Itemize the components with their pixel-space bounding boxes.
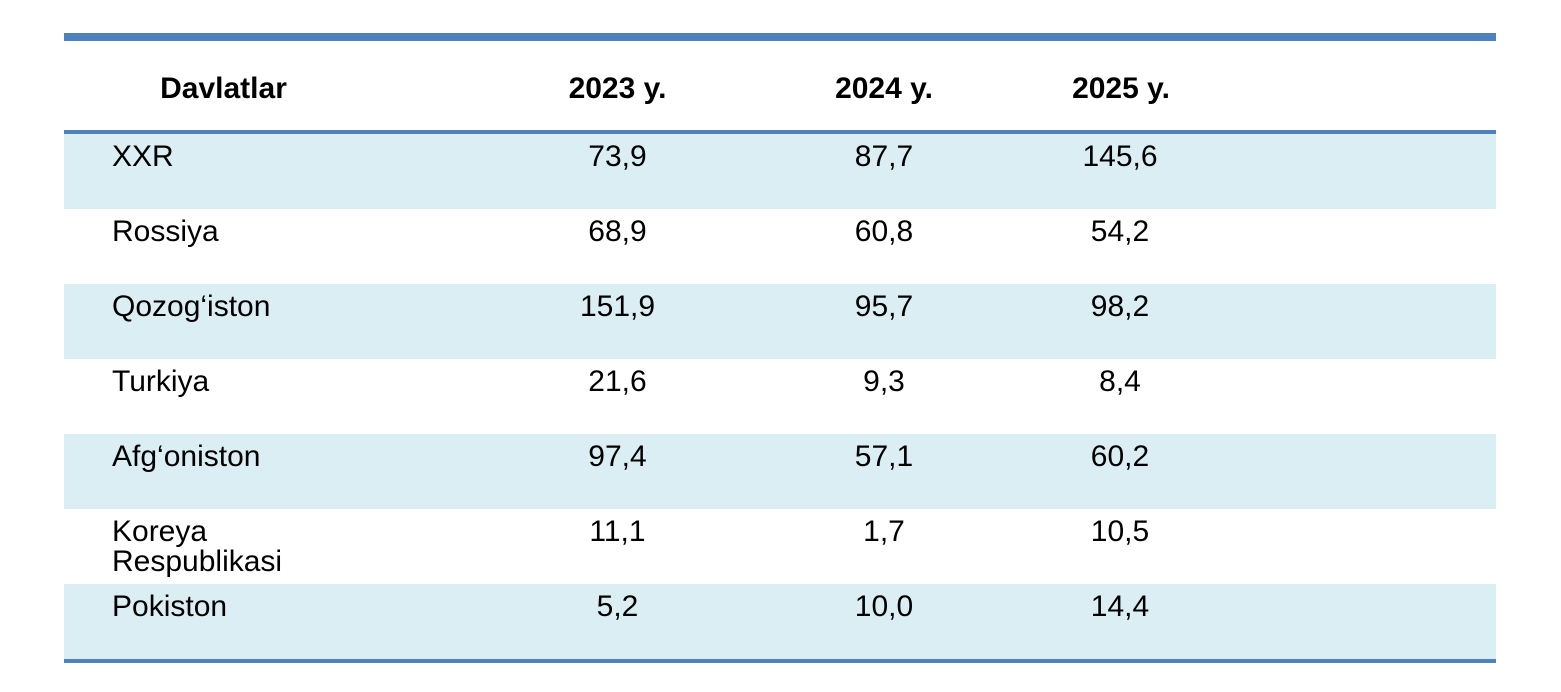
data-table-container: Davlatlar 2023 y. 2024 y. 2025 y. XXR 73…: [64, 33, 1496, 663]
table-row: Koreya Respublikasi 11,1 1,7 10,5: [64, 509, 1496, 584]
value-cell-2025: 14,4: [1050, 584, 1496, 659]
value-cell-2025: 8,4: [1050, 359, 1496, 434]
value-cell-2025: 145,6: [1050, 132, 1496, 209]
table-row: Pokiston 5,2 10,0 14,4: [64, 584, 1496, 659]
table-bottom-rule: [64, 659, 1496, 663]
value-cell-2023: 11,1: [383, 509, 752, 584]
header-countries: Davlatlar: [64, 41, 383, 134]
header-2024: 2024 y.: [752, 41, 1050, 134]
table-row: Rossiya 68,9 60,8 54,2: [64, 209, 1496, 284]
value-cell-2023: 97,4: [383, 434, 752, 509]
country-cell: Koreya Respublikasi: [64, 509, 383, 584]
header-row: Davlatlar 2023 y. 2024 y. 2025 y.: [64, 41, 1496, 134]
header-2025: 2025 y.: [1050, 41, 1496, 134]
table-row: XXR 73,9 87,7 145,6: [64, 132, 1496, 209]
value-cell-2024: 87,7: [752, 132, 1050, 209]
value-cell-2025: 60,2: [1050, 434, 1496, 509]
value-cell-2024: 60,8: [752, 209, 1050, 284]
table-header: Davlatlar 2023 y. 2024 y. 2025 y.: [64, 41, 1496, 134]
table-row: Afg‘oniston 97,4 57,1 60,2: [64, 434, 1496, 509]
table-row: Turkiya 21,6 9,3 8,4: [64, 359, 1496, 434]
value-cell-2024: 1,7: [752, 509, 1050, 584]
header-2023: 2023 y.: [383, 41, 752, 134]
table-row: Qozog‘iston 151,9 95,7 98,2: [64, 284, 1496, 359]
country-cell: Rossiya: [64, 209, 383, 284]
country-cell: Afg‘oniston: [64, 434, 383, 509]
country-cell: Turkiya: [64, 359, 383, 434]
table-top-rule: [64, 33, 1496, 41]
value-cell-2024: 95,7: [752, 284, 1050, 359]
table-body: XXR 73,9 87,7 145,6 Rossiya 68,9 60,8 54…: [64, 132, 1496, 659]
value-cell-2025: 10,5: [1050, 509, 1496, 584]
country-cell: Pokiston: [64, 584, 383, 659]
value-cell-2023: 73,9: [383, 132, 752, 209]
value-cell-2025: 98,2: [1050, 284, 1496, 359]
value-cell-2024: 57,1: [752, 434, 1050, 509]
value-cell-2023: 21,6: [383, 359, 752, 434]
country-cell: Qozog‘iston: [64, 284, 383, 359]
value-cell-2023: 151,9: [383, 284, 752, 359]
value-cell-2024: 10,0: [752, 584, 1050, 659]
country-data-table: Davlatlar 2023 y. 2024 y. 2025 y. XXR 73…: [64, 41, 1496, 659]
value-cell-2023: 5,2: [383, 584, 752, 659]
country-cell: XXR: [64, 132, 383, 209]
value-cell-2023: 68,9: [383, 209, 752, 284]
value-cell-2024: 9,3: [752, 359, 1050, 434]
value-cell-2025: 54,2: [1050, 209, 1496, 284]
